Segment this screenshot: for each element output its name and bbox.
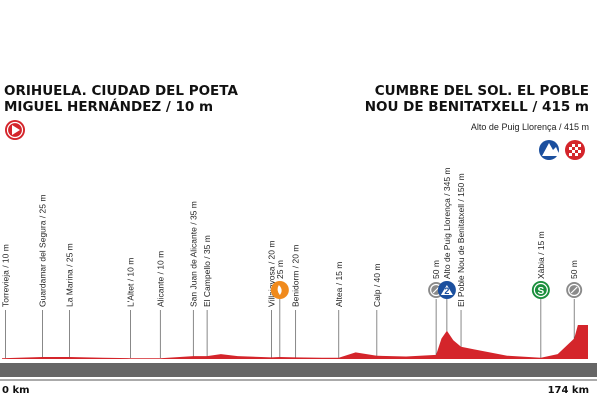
poi-label: Guardamar del Segura / 25 m: [37, 195, 47, 307]
category-number: 2: [444, 286, 449, 296]
bonus-sprint-icon: [566, 282, 583, 298]
poi-label: La Marina / 25 m: [64, 243, 74, 307]
poi-label: Benidorm / 20 m: [291, 245, 301, 307]
start-icon: [5, 120, 25, 140]
poi-4: 47Alicante / 10 m: [155, 251, 165, 376]
km-axis-bar: [0, 363, 597, 377]
finish-title-line2: NOU DE BENITATXELL / 415 m: [365, 99, 589, 115]
poi-1: 12Guardamar del Segura / 25 m: [37, 195, 47, 376]
poi-label: Villajoyosa / 20 m: [266, 241, 276, 307]
poi-label: Xàbia / 15 m: [536, 231, 546, 279]
poi-label: Altea / 15 m: [334, 262, 344, 307]
poi-5: 56,8San Juan de Alicante / 35 m: [185, 201, 202, 376]
finish-checkered-icon: [565, 140, 585, 160]
feed-icon: [270, 281, 289, 299]
poi-label: Calp / 40 m: [372, 264, 382, 307]
summit-note: Alto de Puig Llorença / 415 m: [471, 122, 589, 132]
poi-9: 87,2Benidorm / 20 m: [287, 245, 304, 376]
poi-label: San Juan de Alicante / 35 m: [188, 201, 198, 307]
poi-label: 25 m: [275, 260, 285, 279]
poi-label: El Campello / 35 m: [202, 235, 212, 307]
end-km-label: 174 km: [548, 385, 589, 396]
poi-layer: 1Torrevieja / 10 m 12Guardamar del Segura…: [0, 167, 585, 376]
poi-6: 60,9El Campello / 35 m: [199, 235, 216, 376]
poi-label: Alto de Puig Llorença / 345 m: [442, 167, 452, 279]
mountain-2nd-category-icon: 2: [437, 281, 456, 299]
start-title-line1: ORIHUELA. CIUDAD DEL POETA: [4, 83, 238, 99]
start-title-line2: MIGUEL HERNÁNDEZ / 10 m: [4, 98, 213, 115]
intermediate-sprint-icon: S: [531, 281, 550, 299]
poi-11: 111,3Calp / 40 m: [367, 264, 387, 376]
sprint-letter: S: [538, 286, 545, 297]
poi-label: Torrevieja / 10 m: [0, 244, 10, 307]
start-km-label: 0 km: [2, 385, 30, 396]
poi-label: 50 m: [569, 260, 579, 279]
mountain-special-category-icon: [539, 140, 560, 160]
profile-layer: [2, 325, 588, 359]
poi-label: L'Altet / 10 m: [126, 258, 136, 307]
poi-label: 50 m: [431, 260, 441, 279]
poi-label: El Poble Nou de Benitatxell / 150 m: [456, 173, 466, 307]
finish-title-line1: CUMBRE DEL SOL. EL POBLE: [375, 83, 589, 99]
elevation-profile-area: [2, 325, 588, 359]
poi-2: 20La Marina / 25 m: [64, 243, 74, 376]
axis-layer: 0 km 174 km: [0, 363, 597, 396]
poi-15: 160SXàbia / 15 m: [531, 231, 550, 376]
poi-label: Alicante / 10 m: [155, 251, 165, 307]
poi-0: 1Torrevieja / 10 m: [0, 244, 10, 376]
